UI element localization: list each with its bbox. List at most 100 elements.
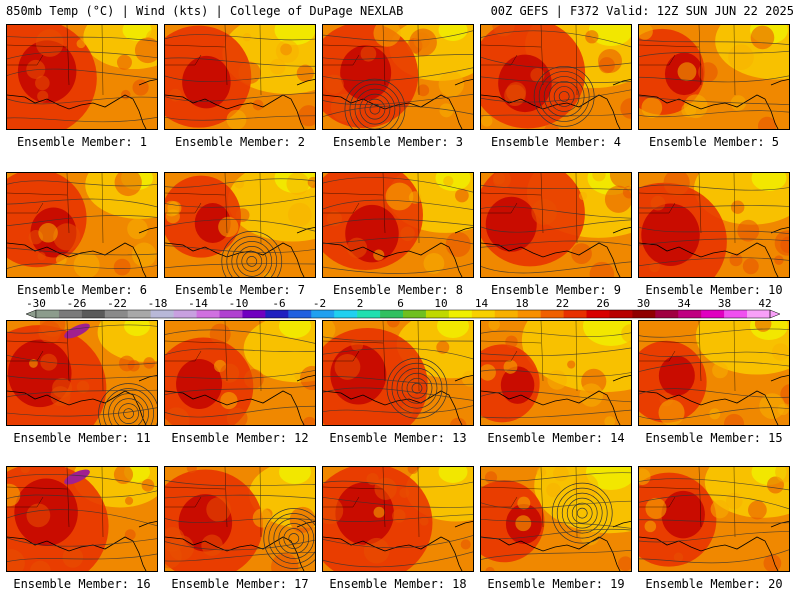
coastline [323, 226, 473, 277]
temperature-field [481, 321, 631, 425]
coastline [323, 520, 473, 571]
temperature-field [481, 173, 631, 277]
coastline [639, 226, 789, 277]
coastline [323, 78, 473, 129]
colorbar-swatch [288, 310, 312, 318]
ensemble-map-panel [164, 320, 316, 426]
coastline [639, 78, 789, 129]
coastline [165, 78, 315, 129]
colorbar-swatch [494, 310, 518, 318]
coastline [481, 520, 631, 571]
temperature-field [639, 321, 789, 425]
colorbar-swatch [425, 310, 450, 318]
colorbar-swatch [632, 310, 656, 318]
coastline [165, 520, 315, 571]
ensemble-map-panel [164, 172, 316, 278]
colorbar-tick-label: -22 [107, 297, 127, 310]
ensemble-map-panel [638, 320, 790, 426]
ensemble-member-label: Ensemble Member: 19 [487, 577, 625, 591]
colorbar-swatch [678, 310, 702, 318]
colorbar-swatch [609, 310, 633, 318]
colorbar-swatch [311, 310, 335, 318]
ensemble-map-panel [164, 466, 316, 572]
colorbar-swatch [540, 310, 564, 318]
ensemble-map-panel [322, 172, 474, 278]
colorbar-right-arrow [769, 309, 781, 319]
colorbar-swatch [380, 310, 404, 318]
ensemble-map-panel [6, 320, 158, 426]
colorbar-swatch [448, 310, 473, 318]
colorbar-swatch [150, 310, 174, 318]
colorbar-tick-label: -2 [313, 297, 326, 310]
coastline [7, 374, 157, 425]
coastline [481, 226, 631, 277]
colorbar-tick-label: -30 [26, 297, 46, 310]
colorbar-tick-label: -18 [148, 297, 168, 310]
colorbar-swatch [334, 310, 358, 318]
colorbar-tick-label: 30 [637, 297, 650, 310]
ensemble-member-label: Ensemble Member: 7 [174, 283, 306, 297]
ensemble-member-label: Ensemble Member: 1 [16, 135, 148, 149]
colorbar-swatch [471, 310, 496, 318]
colorbar-tick-label: 42 [758, 297, 771, 310]
colorbar-tick-label: 34 [677, 297, 691, 310]
ensemble-map-panel [638, 466, 790, 572]
coastline [7, 78, 157, 129]
colorbar-tick-label: 26 [596, 297, 609, 310]
colorbar-swatch [36, 310, 60, 318]
coastline [165, 374, 315, 425]
ensemble-member-label: Ensemble Member: 15 [645, 431, 783, 445]
colorbar-swatch [81, 310, 106, 318]
ensemble-member-label: Ensemble Member: 14 [487, 431, 625, 445]
ensemble-member-label: Ensemble Member: 4 [490, 135, 622, 149]
temperature-field [165, 467, 315, 571]
temperature-field [165, 173, 315, 277]
colorbar-tick-label: 10 [434, 297, 447, 310]
ensemble-map-panel [480, 466, 632, 572]
temperature-field [639, 173, 789, 277]
ensemble-map-panel [6, 172, 158, 278]
colorbar-tick-label: -26 [67, 297, 87, 310]
colorbar-left-arrow [25, 309, 37, 319]
temperature-colorbar: -30 -26 -22 -18 -14 -10 -6 -2 2 6 10 14 18 22 26 30 34 38… [25, 297, 781, 319]
ensemble-map-panel [6, 466, 158, 572]
colorbar-swatch [173, 310, 197, 318]
temperature-field [639, 25, 789, 129]
ensemble-map-panel [164, 24, 316, 130]
map-title: 850mb Temp (°C) | Wind (kts) | College o… [6, 4, 404, 18]
colorbar-swatch [357, 310, 381, 318]
colorbar-tick-label: 18 [515, 297, 528, 310]
colorbar-tick-label: 38 [718, 297, 731, 310]
colorbar-swatch [265, 310, 289, 318]
colorbar-swatch [724, 310, 748, 318]
temperature-field [7, 321, 157, 425]
coastline [481, 374, 631, 425]
colorbar-tick-label: 6 [397, 297, 404, 310]
ensemble-map-panel [480, 172, 632, 278]
colorbar-tick-label: -14 [188, 297, 208, 310]
colorbar-tick-label: 14 [475, 297, 489, 310]
ensemble-map-panel [480, 24, 632, 130]
temperature-field [481, 467, 631, 571]
ensemble-map-panel [322, 466, 474, 572]
colorbar-swatch [219, 310, 243, 318]
ensemble-map-panel [322, 320, 474, 426]
ensemble-member-label: Ensemble Member: 9 [490, 283, 622, 297]
ensemble-map-panel [480, 320, 632, 426]
ensemble-member-label: Ensemble Member: 8 [332, 283, 464, 297]
temperature-field [639, 467, 789, 571]
colorbar-swatch [586, 310, 610, 318]
temperature-field [165, 25, 315, 129]
colorbar-swatch [563, 310, 587, 318]
colorbar-swatch [104, 310, 129, 318]
colorbar-swatch [403, 310, 427, 318]
colorbar-swatch [58, 310, 83, 318]
coastline [639, 374, 789, 425]
temperature-field [7, 25, 157, 129]
ensemble-member-label: Ensemble Member: 5 [648, 135, 780, 149]
colorbar-swatch [517, 310, 541, 318]
ensemble-member-label: Ensemble Member: 12 [171, 431, 309, 445]
ensemble-member-label: Ensemble Member: 6 [16, 283, 148, 297]
coastline [323, 374, 473, 425]
colorbar-swatch [701, 310, 725, 318]
